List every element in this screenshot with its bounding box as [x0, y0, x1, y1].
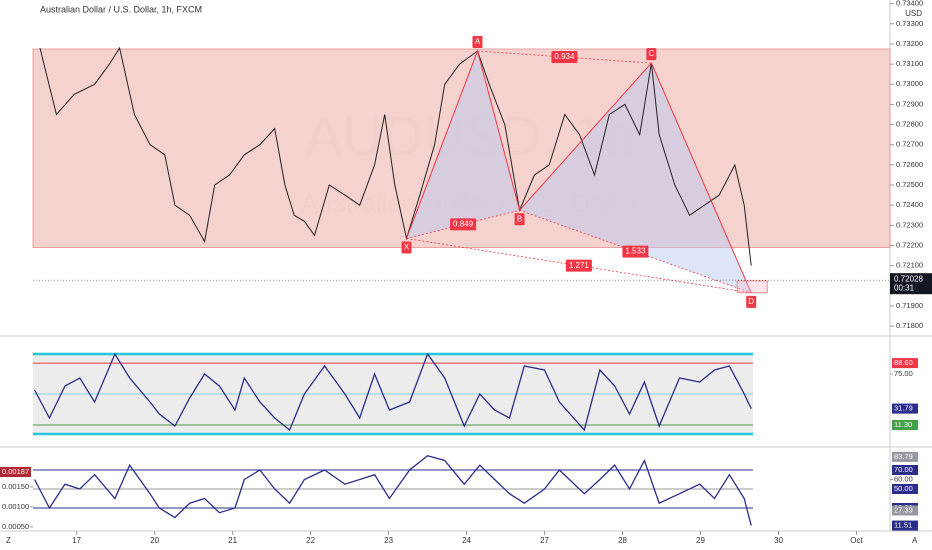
y-tick-label: 0.72700 [896, 140, 923, 149]
y2-tick-label: 0.00050 [2, 522, 29, 531]
pattern-triangle [406, 50, 520, 239]
value-tag-label: 31.79 [894, 404, 913, 413]
ratio-box [551, 51, 578, 64]
indicator-line [34, 352, 752, 432]
value-tag-label: 11.51 [894, 521, 912, 530]
ratio-line [519, 209, 752, 294]
point-label: B [517, 214, 522, 223]
ratio-line [477, 50, 652, 64]
ratio-box [622, 245, 649, 258]
currency: USD [905, 9, 922, 18]
ratio-label: 1.533 [625, 247, 646, 256]
y-tick-label: 0.72200 [896, 241, 923, 250]
value-tag [892, 451, 918, 462]
value-tag [892, 419, 918, 430]
y2-tick-label: 0.00150 [2, 482, 29, 491]
ratio-label: 0.934 [554, 52, 575, 61]
value-tag-label: 50.00 [894, 484, 913, 493]
toolbar-left[interactable]: Z [6, 536, 11, 545]
target-box [736, 280, 768, 294]
y-tick-label: 0.72300 [896, 220, 923, 229]
x-tick-label: 27 [540, 536, 549, 545]
chart-title: Australian Dollar / U.S. Dollar, 1h, FXC… [40, 4, 202, 14]
point-box [514, 213, 525, 226]
ratio-line [406, 209, 520, 239]
x-tick-label: 28 [618, 536, 627, 545]
y-tick-label: 0.72600 [896, 160, 923, 169]
value-tag [892, 464, 918, 475]
value-tag [892, 483, 918, 494]
y-tick-label: 0.73100 [896, 59, 923, 68]
y-tick-label: 0.73200 [896, 39, 923, 48]
price-line [39, 46, 752, 266]
point-box [472, 35, 483, 48]
y-tick-label: 0.71900 [896, 301, 923, 310]
point-label: A [475, 37, 481, 46]
value-tag [892, 358, 918, 369]
value-tag [892, 520, 918, 531]
countdown: 00:31 [894, 283, 915, 292]
ratio-box [565, 259, 592, 272]
value-tag-label: 83.79 [894, 452, 913, 461]
value-tag-label: 60.00 [894, 474, 913, 483]
point-label: C [648, 49, 654, 58]
y-tick-label: 0.73400 [896, 0, 923, 8]
value-tag [0, 467, 31, 477]
value-tag [892, 403, 918, 414]
point-box [646, 48, 657, 61]
value-tag-label: 75.00 [894, 369, 913, 378]
x-tick-label: 24 [462, 536, 471, 545]
current-price-label: 0.72028 [894, 274, 923, 283]
value-tag [892, 505, 918, 516]
point-label: D [748, 297, 754, 306]
ratio-box [450, 218, 477, 231]
x-tick-label: 22 [306, 536, 315, 545]
y2-tick-label: 0.00100 [2, 502, 29, 511]
value-tag-label: 27.39 [894, 505, 913, 514]
x-tick-label: 23 [384, 536, 393, 545]
x-tick-label: 17 [72, 536, 81, 545]
value-tag-label: 0.00187 [2, 467, 29, 476]
y-tick-label: 0.71800 [896, 321, 923, 330]
y-tick-label: 0.72400 [896, 200, 923, 209]
point-box [401, 241, 412, 254]
x-tick-label: 21 [228, 536, 237, 545]
y-tick-label: 0.73300 [896, 19, 923, 28]
pattern-triangle [519, 63, 752, 293]
point-box [746, 295, 757, 308]
value-tag-label: 70.00 [894, 465, 913, 474]
indicator-line [34, 454, 752, 526]
ratio-label: 1.271 [569, 261, 590, 270]
y-tick-label: 0.73000 [896, 79, 923, 88]
value-tag-label: 11.30 [894, 420, 912, 429]
value-tag-label: 88.60 [894, 358, 913, 367]
ratio-label: 0.849 [453, 219, 474, 228]
y-tick-label: 0.72800 [896, 120, 923, 129]
range-zone [32, 48, 891, 248]
toolbar-right[interactable]: A [912, 536, 918, 545]
x-tick-label: Oct [850, 536, 863, 545]
y-tick-label: 0.72900 [896, 99, 923, 108]
y-tick-label: 0.72500 [896, 180, 923, 189]
x-tick-label: 20 [150, 536, 159, 545]
point-label: X [404, 243, 410, 252]
y-tick-label: 0.72100 [896, 261, 923, 270]
current-price-tag [890, 273, 932, 295]
x-tick-label: 29 [696, 536, 705, 545]
x-tick-label: 30 [774, 536, 783, 545]
